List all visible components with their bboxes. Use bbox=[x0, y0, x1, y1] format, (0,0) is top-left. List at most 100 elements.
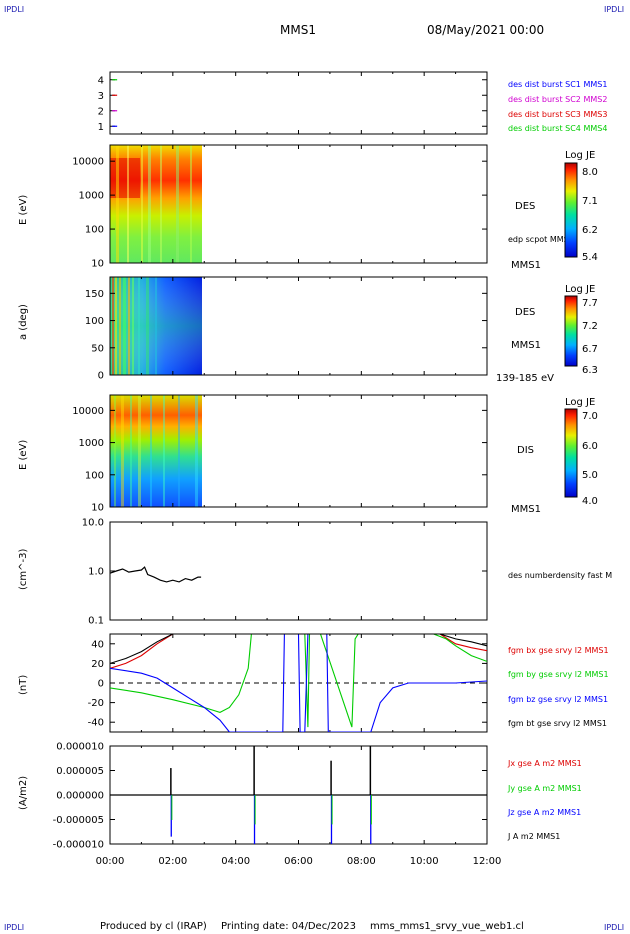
des-pitch-streak bbox=[115, 277, 117, 375]
des-energy-streak bbox=[160, 145, 162, 263]
density-series-label: des numberdensity fast M bbox=[508, 571, 612, 580]
current-ticklabel: 0.000000 bbox=[56, 791, 104, 802]
density-series-line bbox=[109, 566, 202, 583]
footer-produced: Produced by cl (IRAP) bbox=[100, 921, 207, 932]
panel-burst: 1 2 3 4 des dist burst SC1 MMS1 des dist bu… bbox=[98, 71, 607, 135]
des-energy-streak bbox=[190, 145, 192, 263]
des-pitch-ticklabel: 150 bbox=[85, 289, 104, 300]
dis-energy-streak bbox=[163, 395, 165, 507]
corner-label-tr: IPDLI bbox=[604, 5, 624, 14]
panel-density-frame bbox=[109, 521, 488, 621]
dis-energy-ylabel: E (eV) bbox=[18, 440, 29, 470]
des-energy-sc-label: MMS1 bbox=[511, 260, 541, 271]
fgm-bt-line bbox=[110, 634, 487, 664]
panel-dis-energy: 10 100 1000 10000 E (eV) DIS MMS1 Log JE 7.… bbox=[18, 394, 598, 515]
panel-density: 0.1 1.0 10.0 (cm^-3) des numberdensity fas… bbox=[18, 518, 612, 627]
des-energy-cbar-tick: 5.4 bbox=[582, 252, 598, 263]
corner-label-bl: IPDLI bbox=[4, 923, 24, 932]
current-ticklabel: -0.000010 bbox=[53, 840, 104, 851]
density-ylabel: (cm^-3) bbox=[18, 549, 29, 590]
des-energy-streak bbox=[127, 145, 129, 263]
des-pitch-energy-range: 139-185 eV bbox=[496, 373, 554, 384]
dis-energy-sc-label: MMS1 bbox=[511, 504, 541, 515]
panel-des-energy-yaxis: 10 100 1000 10000 bbox=[72, 145, 488, 270]
des-pitch-streak bbox=[146, 277, 149, 375]
corner-label-tl: IPDLI bbox=[4, 5, 24, 14]
fgm-ylabel: (nT) bbox=[18, 675, 29, 695]
legend-burst-mms2: des dist burst SC2 MMS2 bbox=[508, 95, 607, 104]
fgm-ticklabel: -20 bbox=[88, 698, 104, 709]
burst-ticklabel: 2 bbox=[98, 106, 104, 117]
panel-current-yaxis: -0.000010 -0.000005 0.000000 0.000005 0.0000… bbox=[53, 742, 488, 851]
des-pitch-streak bbox=[155, 277, 157, 375]
footer-printing: Printing date: 04/Dec/2023 bbox=[221, 921, 356, 932]
dis-energy-streaks bbox=[114, 395, 198, 507]
des-pitch-streak bbox=[112, 277, 114, 375]
date-title: 08/May/2021 00:00 bbox=[427, 23, 544, 37]
des-energy-ticklabel: 100 bbox=[85, 225, 104, 236]
dis-energy-streak bbox=[114, 395, 116, 507]
panel-current-series bbox=[110, 746, 487, 844]
dis-energy-cbar-tick: 4.0 bbox=[582, 496, 598, 507]
panel-des-pitch-yaxis: 0 50 100 150 bbox=[85, 277, 488, 382]
panel-density-yaxis: 0.1 1.0 10.0 bbox=[82, 518, 488, 627]
des-pitch-cbar-title: Log JE bbox=[565, 284, 595, 295]
des-energy-streak bbox=[176, 145, 179, 263]
fgm-by-line bbox=[110, 634, 487, 728]
fgm-ticklabel: 40 bbox=[91, 639, 104, 650]
des-pitch-streak bbox=[132, 277, 134, 375]
time-axis-label: 12:00 bbox=[473, 856, 502, 867]
panel-dis-energy-yaxis: 10 100 1000 10000 bbox=[72, 395, 488, 514]
fgm-ticklabel: -40 bbox=[88, 718, 104, 729]
dis-energy-cbar-title: Log JE bbox=[565, 397, 595, 408]
corner-label-br: IPDLI bbox=[604, 923, 624, 932]
fgm-bz-line bbox=[110, 634, 487, 732]
density-ticklabel: 0.1 bbox=[88, 616, 104, 627]
time-axis-label: 08:00 bbox=[347, 856, 376, 867]
fgm-bz-label: fgm bz gse srvy l2 MMS1 bbox=[508, 695, 608, 704]
dis-energy-label: DIS bbox=[517, 445, 534, 456]
dis-energy-ticklabel: 100 bbox=[85, 470, 104, 481]
des-pitch-sc-label: MMS1 bbox=[511, 340, 541, 351]
dis-energy-streak bbox=[178, 395, 180, 507]
density-ticklabel: 10.0 bbox=[82, 518, 104, 529]
fgm-bx-label: fgm bx gse srvy l2 MMS1 bbox=[508, 646, 609, 655]
burst-ticklabel: 1 bbox=[98, 122, 104, 133]
dis-energy-streak bbox=[130, 395, 132, 507]
footer-file: mms_mms1_srvy_vue_web1.cl bbox=[370, 921, 524, 932]
current-ticklabel: 0.000005 bbox=[56, 766, 104, 777]
dis-energy-spectrogram bbox=[110, 395, 202, 507]
des-pitch-ticklabel: 0 bbox=[98, 371, 104, 382]
des-energy-cbar-tick: 7.1 bbox=[582, 196, 598, 207]
current-jy-label: Jy gse A m2 MMS1 bbox=[507, 784, 582, 793]
panel-fgm-yaxis: -40 -20 0 20 40 bbox=[88, 634, 488, 732]
des-energy-streak bbox=[148, 145, 151, 263]
time-axis-label: 10:00 bbox=[410, 856, 439, 867]
des-pitch-streak bbox=[128, 277, 130, 375]
dis-energy-ticklabel: 10000 bbox=[72, 406, 104, 417]
current-jx-label: Jx gse A m2 MMS1 bbox=[507, 759, 582, 768]
panel-des-energy: 10 100 1000 10000 E (eV) DES edp scpot MMS1… bbox=[18, 144, 598, 271]
time-axis: 00:00 02:00 04:00 06:00 08:00 10:00 12:00 bbox=[96, 856, 502, 867]
fgm-bt-label: fgm bt gse srvy l2 MMS1 bbox=[508, 719, 607, 728]
des-energy-cbar-tick: 8.0 bbox=[582, 167, 598, 178]
time-axis-label: 02:00 bbox=[158, 856, 187, 867]
panel-fgm: -40 -20 0 20 40 (nT) fgm bx gse srvy l2 MMS1… bbox=[18, 633, 609, 733]
des-energy-ylabel: E (eV) bbox=[18, 195, 29, 225]
dis-energy-ticklabel: 1000 bbox=[79, 438, 104, 449]
legend-burst-mms3: des dist burst SC3 MMS3 bbox=[508, 110, 607, 119]
fgm-bx-line bbox=[110, 634, 487, 669]
legend-burst-mms4: des dist burst SC4 MMS4 bbox=[508, 124, 607, 133]
des-energy-streak bbox=[141, 145, 143, 263]
panel-burst-yaxis: 1 2 3 4 bbox=[98, 72, 488, 134]
des-pitch-label: DES bbox=[515, 307, 535, 318]
des-energy-colorbar bbox=[564, 162, 578, 258]
des-pitch-streaks bbox=[112, 277, 157, 375]
burst-ticklabel: 4 bbox=[98, 75, 104, 86]
panel-fgm-series bbox=[110, 634, 487, 732]
dis-energy-colorbar bbox=[564, 408, 578, 498]
panel-current: -0.000010 -0.000005 0.000000 0.000005 0.0000… bbox=[18, 742, 582, 868]
dis-energy-cbar-tick: 7.0 bbox=[582, 411, 598, 422]
des-pitch-ticklabel: 100 bbox=[85, 316, 104, 327]
des-energy-streak bbox=[116, 145, 119, 263]
